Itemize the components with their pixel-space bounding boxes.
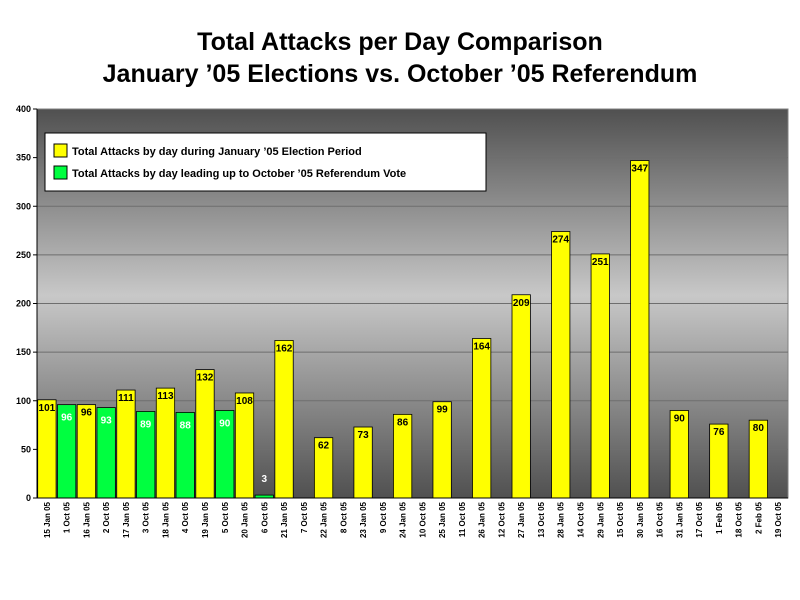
- x-axis: 15 Jan 05 1 Oct 05 16 Jan 05 2 Oct 05 17 Jan…: [37, 497, 788, 538]
- y-tick-label: 100: [16, 396, 31, 406]
- x-tick-label: 22 Jan 05: [320, 501, 329, 538]
- chart-subtitle: January ’05 Elections vs. October ’05 Re…: [102, 60, 698, 88]
- x-tick-label: 9 Oct 05: [379, 501, 388, 533]
- x-tick-label: 28 Jan 05: [557, 501, 566, 538]
- x-tick-label: 29 Jan 05: [596, 501, 605, 538]
- data-label: 113: [157, 391, 174, 402]
- bar: [590, 253, 610, 499]
- x-tick-label: 5 Oct 05: [221, 501, 230, 533]
- y-tick-label: 400: [16, 104, 31, 114]
- data-label: 101: [39, 403, 56, 414]
- x-tick-label: 27 Jan 05: [517, 501, 526, 538]
- legend-box: [44, 132, 487, 192]
- data-label: 251: [592, 257, 609, 268]
- x-tick-label: 16 Jan 05: [82, 501, 91, 538]
- x-tick-label: 15 Oct 05: [616, 501, 625, 537]
- x-tick-label: 18 Jan 05: [161, 501, 170, 538]
- legend-label-election: Total Attacks by day during January ’05 …: [72, 146, 362, 158]
- data-label: 111: [118, 393, 134, 404]
- x-tick-label: 3 Oct 05: [142, 501, 151, 533]
- data-label: 89: [140, 419, 152, 430]
- data-label: 90: [674, 413, 686, 424]
- bar: [551, 231, 571, 499]
- bar: [155, 387, 176, 499]
- x-tick-label: 24 Jan 05: [399, 501, 408, 538]
- x-tick-label: 2 Feb 05: [754, 501, 763, 534]
- y-tick-label: 300: [16, 201, 31, 211]
- data-label: 99: [437, 405, 449, 416]
- data-label: 62: [318, 441, 330, 452]
- legend-swatch-election: [53, 143, 68, 158]
- bar: [472, 338, 492, 499]
- x-tick-label: 25 Jan 05: [438, 501, 447, 538]
- bar: [116, 389, 136, 499]
- x-tick-label: 12 Oct 05: [497, 501, 506, 537]
- data-label: 347: [631, 164, 648, 175]
- y-axis: 0 50 100 150 200 250 300 350 400: [16, 104, 38, 503]
- x-tick-label: 11 Oct 05: [458, 501, 467, 537]
- x-tick-label: 13 Oct 05: [537, 501, 546, 537]
- data-label: 162: [276, 343, 293, 354]
- data-label: 73: [358, 430, 370, 441]
- data-label: 274: [552, 235, 569, 246]
- data-label: 88: [180, 420, 192, 431]
- x-tick-label: 18 Oct 05: [735, 501, 744, 537]
- bar: [511, 294, 531, 499]
- x-tick-label: 15 Jan 05: [43, 501, 52, 538]
- x-tick-label: 30 Jan 05: [636, 501, 645, 538]
- x-tick-label: 6 Oct 05: [260, 501, 269, 533]
- x-tick-label: 23 Jan 05: [359, 501, 368, 538]
- chart-title: Total Attacks per Day Comparison: [197, 28, 603, 56]
- y-tick-label: 250: [16, 250, 31, 260]
- data-label: 96: [81, 408, 93, 419]
- x-tick-label: 7 Oct 05: [300, 501, 309, 533]
- legend: Total Attacks by day during January ’05 …: [44, 132, 487, 192]
- x-tick-label: 26 Jan 05: [478, 501, 487, 538]
- x-tick-label: 10 Oct 05: [418, 501, 427, 537]
- data-label: 209: [513, 298, 530, 309]
- y-tick-label: 200: [16, 299, 31, 309]
- x-tick-label: 4 Oct 05: [181, 501, 190, 533]
- x-tick-label: 2 Oct 05: [102, 501, 111, 533]
- bar: [234, 392, 255, 499]
- x-tick-label: 19 Oct 05: [774, 501, 783, 537]
- x-tick-label: 20 Jan 05: [241, 501, 250, 538]
- data-label: 132: [197, 373, 214, 384]
- x-tick-label: 17 Jan 05: [122, 501, 131, 538]
- x-tick-label: 1 Feb 05: [715, 501, 724, 534]
- x-tick-label: 17 Oct 05: [695, 501, 704, 537]
- x-tick-label: 1 Oct 05: [63, 501, 72, 533]
- data-label: 108: [236, 396, 253, 407]
- data-label: 96: [61, 413, 73, 424]
- bar: [195, 369, 215, 499]
- x-tick-label: 21 Jan 05: [280, 501, 289, 538]
- legend-label-referendum: Total Attacks by day leading up to Octob…: [72, 168, 406, 180]
- x-tick-label: 31 Jan 05: [675, 501, 684, 538]
- bar: [37, 399, 57, 499]
- bar: [76, 404, 97, 499]
- legend-swatch-referendum: [53, 165, 68, 180]
- y-tick-label: 150: [16, 347, 31, 357]
- bar: [274, 340, 294, 499]
- data-label: 80: [753, 423, 765, 434]
- bars: 101 96 96 93 111 89 113 88 132 90 108 3 162 62 73 86 99 1…: [37, 160, 768, 499]
- data-label: 93: [101, 416, 113, 427]
- data-label: 3: [261, 474, 267, 485]
- data-label: 86: [397, 417, 409, 428]
- x-tick-label: 8 Oct 05: [339, 501, 348, 533]
- x-tick-label: 19 Jan 05: [201, 501, 210, 538]
- data-label: 76: [713, 427, 725, 438]
- y-tick-label: 50: [21, 444, 31, 454]
- x-tick-label: 16 Oct 05: [656, 501, 665, 537]
- x-tick-label: 14 Oct 05: [576, 501, 585, 537]
- data-label: 90: [219, 418, 231, 429]
- data-label: 164: [473, 342, 490, 353]
- y-tick-label: 0: [26, 493, 31, 503]
- bar: [432, 401, 452, 499]
- bar: [630, 160, 650, 499]
- y-tick-label: 350: [16, 153, 31, 163]
